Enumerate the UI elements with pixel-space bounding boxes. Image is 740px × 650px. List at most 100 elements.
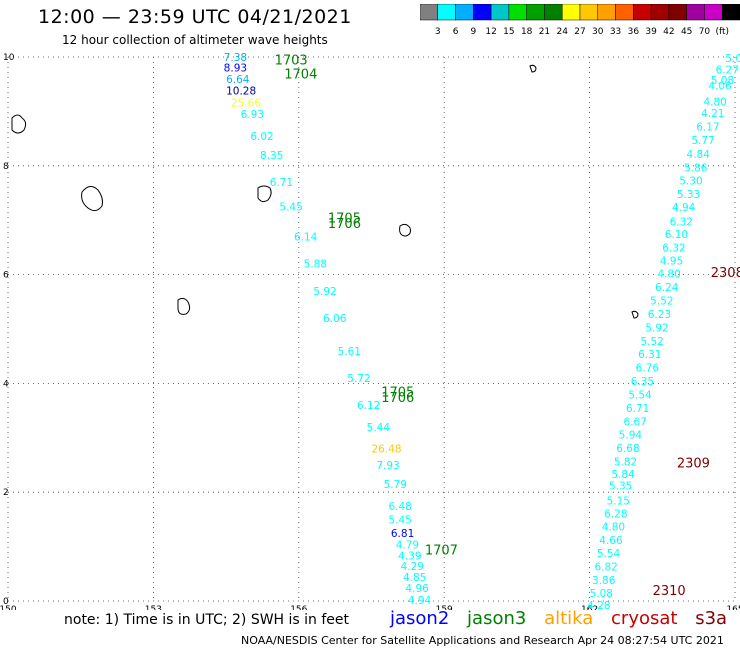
wave-height-label: 6.27	[716, 65, 739, 77]
color-scale-label: 42	[663, 27, 674, 37]
wave-height-label: 4.66	[599, 535, 623, 547]
wave-height-label: 4.95	[660, 255, 683, 267]
island-outline	[81, 186, 103, 212]
y-tick-label: 0	[3, 597, 9, 607]
wave-height-label: 3.86	[592, 575, 616, 587]
color-scale-label: 15	[503, 27, 514, 37]
wave-height-label: 4.21	[701, 108, 724, 120]
legend-altika: altika	[544, 608, 594, 629]
wave-height-label: 6.82	[594, 562, 617, 574]
color-scale-label: 18	[521, 27, 533, 37]
island-outline	[177, 297, 191, 315]
wave-height-label: 4.29	[401, 561, 424, 573]
y-tick-label: 10	[3, 53, 15, 63]
wave-height-label: 5.79	[384, 479, 407, 491]
island-outline	[257, 185, 272, 203]
chart-title: 12:00 — 23:59 UTC 04/21/2021	[38, 6, 352, 28]
wave-height-label: 4.85	[403, 572, 426, 584]
wave-height-label: 6.28	[604, 508, 627, 520]
wave-height-label: 5.45	[388, 514, 411, 526]
wave-height-label: 6.35	[631, 376, 654, 388]
track-id-label: 1705	[381, 386, 414, 401]
color-scale-label: 30	[592, 27, 604, 37]
wave-height-label: 6.31	[638, 349, 661, 361]
wave-height-label: 6.68	[616, 443, 639, 455]
island-outline	[399, 223, 411, 237]
color-scale-label: 21	[539, 27, 550, 37]
island-outline	[11, 114, 27, 134]
wave-height-label: 5.92	[313, 286, 336, 298]
wave-height-label: 5.52	[650, 296, 673, 308]
wave-height-label: 5.52	[640, 336, 663, 348]
wave-height-label: 6.48	[388, 501, 411, 513]
island-outline	[529, 64, 537, 73]
y-tick-label: 6	[3, 271, 9, 281]
island-outline	[631, 310, 639, 319]
wave-height-label: 6.76	[636, 363, 660, 375]
wave-height-label: 6.81	[391, 528, 414, 540]
x-tick-label: 159	[436, 605, 453, 610]
color-scale-label: 33	[610, 27, 621, 37]
wave-height-label: 5.03	[725, 53, 740, 65]
wave-height-label: 6.14	[294, 232, 318, 244]
track-id-label: 1707	[425, 543, 458, 558]
y-tick-label: 2	[3, 488, 9, 498]
color-scale-label: 27	[574, 27, 585, 37]
wave-height-label: 6.67	[624, 416, 647, 428]
track-id-label: 2309	[677, 456, 710, 471]
legend-cryosat: cryosat	[611, 608, 678, 629]
legend-s3a: s3a	[695, 608, 728, 629]
track-id-label: 2308	[711, 266, 740, 281]
wave-height-label: 6.12	[357, 400, 380, 412]
wave-height-label: 6.23	[648, 309, 671, 321]
color-scale-label: 3	[435, 27, 441, 37]
x-tick-label: 150	[0, 605, 17, 610]
legend-jason2: jason2	[390, 608, 450, 629]
wave-height-label: 6.24	[655, 282, 679, 294]
wave-height-label: 5.84	[611, 469, 635, 481]
color-scale-label: 39	[645, 27, 657, 37]
color-scale-label: 12	[485, 27, 496, 37]
wave-height-label: 4.28	[587, 600, 610, 610]
wave-height-label: 5.92	[645, 322, 668, 334]
wave-height-label: 5.61	[338, 346, 361, 358]
wave-height-label: 6.32	[662, 242, 685, 254]
color-scale-label: 9	[470, 27, 476, 37]
wave-height-label: 5.77	[691, 135, 714, 147]
wave-height-label: 4.84	[687, 149, 711, 161]
credit-line: NOAA/NESDIS Center for Satellite Applica…	[241, 634, 724, 647]
color-scale-label: 6	[453, 27, 459, 37]
footnote: note: 1) Time is in UTC; 2) SWH is in fe…	[64, 612, 350, 628]
wave-height-label: 4.94	[408, 595, 432, 607]
wave-height-label: 5.82	[614, 457, 637, 469]
wave-height-label: 4.39	[398, 550, 421, 562]
color-scale-legend: 3 6 9 12 15 18 21 24 27 30 33 36 39 42 45 70 (ft)	[420, 4, 740, 37]
x-tick-label: 156	[290, 605, 307, 610]
wave-height-label: 4.06	[708, 80, 732, 92]
wave-height-label: 5.44	[367, 422, 391, 434]
wave-height-label: 6.71	[626, 403, 649, 415]
wave-height-label: 6.93	[241, 109, 264, 121]
wave-height-label: 4.80	[602, 521, 625, 533]
track-id-label: 1706	[381, 391, 414, 406]
wave-height-label: 7.38	[224, 52, 247, 64]
satellite-legend: jason2 jason3 altika cryosat s3a	[390, 608, 739, 629]
wave-height-label: 10.28	[226, 86, 256, 98]
wave-height-label: 6.10	[665, 229, 688, 241]
track-id-label: 1705	[328, 211, 361, 226]
wave-height-label: 6.02	[250, 131, 273, 143]
wave-height-label: 6.17	[696, 122, 719, 134]
wave-height-label: 7.93	[376, 460, 399, 472]
track-id-label: 1703	[275, 54, 308, 69]
x-tick-label: 165	[726, 605, 740, 610]
wave-height-label: 5.54	[597, 548, 621, 560]
chart-subtitle: 12 hour collection of altimeter wave hei…	[62, 33, 328, 47]
legend-jason3: jason3	[467, 608, 527, 629]
wave-height-label: 5.86	[684, 162, 708, 174]
wave-height-label: 6.32	[670, 216, 693, 228]
wave-height-label: 5.30	[679, 175, 702, 187]
wave-height-label: 4.96	[405, 583, 429, 595]
wave-height-label: 5.33	[677, 189, 700, 201]
color-scale-label: 24	[556, 27, 568, 37]
y-tick-label: 8	[3, 162, 9, 172]
